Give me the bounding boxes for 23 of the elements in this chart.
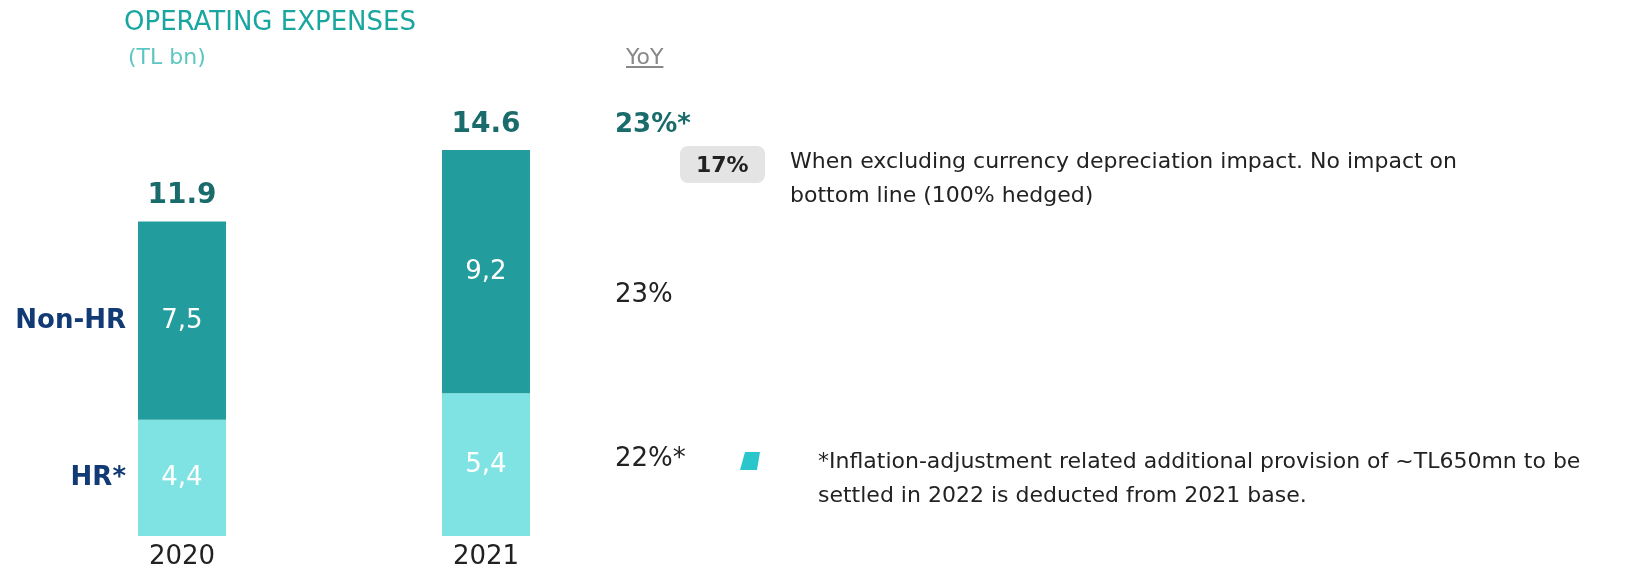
data-label: 5,4 [465,448,507,479]
bar [138,419,226,536]
text: 23%* [615,108,691,138]
x-tick-label: 2021 [452,540,520,571]
annotation: 23% [615,278,673,308]
total-label: 14.6 [451,106,521,139]
series-label: Non-HR [15,304,126,335]
x-tick-label: 2020 [148,540,216,571]
bar [138,221,226,420]
data-label: 4,4 [161,461,203,492]
bar [442,393,530,536]
annotation: 22%* [615,442,686,472]
series-label: HR* [70,461,127,492]
text: 17% [680,146,765,183]
chart-subtitle: (TL bn) [128,44,206,69]
data-label: 9,2 [465,255,507,286]
bar [442,150,530,394]
data-label: 7,5 [161,304,203,335]
chart-title: OPERATING EXPENSES [124,6,416,36]
total-label: 11.9 [147,177,217,211]
text: *Inflation-adjustment related additional provision of ~TL650mn to be settled in 2022 is deducted from 2021 base. [818,447,1582,509]
text: YoY [626,44,664,69]
text: When excluding currency depreciation impact. No impact on bottom line (100% hedged) [790,147,1459,209]
